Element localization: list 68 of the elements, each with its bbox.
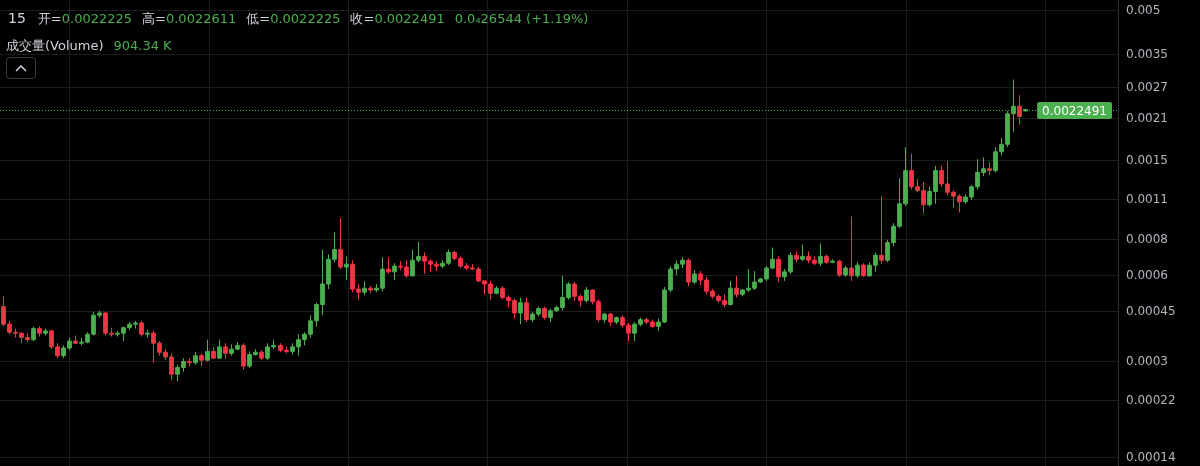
candlestick xyxy=(614,315,619,325)
candlestick xyxy=(800,244,805,262)
y-tick-label: 0.00022 xyxy=(1126,393,1176,408)
candlestick xyxy=(602,312,607,324)
candlestick xyxy=(987,161,992,176)
y-tick-label: 0.00014 xyxy=(1126,449,1176,464)
candlestick xyxy=(692,269,697,285)
candlestick xyxy=(199,352,204,367)
annotation: 开=0.0022225 xyxy=(37,11,133,26)
y-tick-label: 0.0015 xyxy=(1126,153,1168,168)
candlestick xyxy=(73,335,78,345)
candlestick xyxy=(776,255,781,283)
candlestick xyxy=(542,306,547,321)
candlestick xyxy=(608,312,613,327)
candlestick xyxy=(145,329,150,339)
annotation: 成交量(Volume) xyxy=(6,38,104,53)
candlestick xyxy=(211,346,216,360)
annotation: 收=0.0022491 xyxy=(350,11,445,26)
y-tick-label: 0.0011 xyxy=(1126,191,1168,206)
candlestick xyxy=(837,259,842,278)
y-tick-label: 0.0021 xyxy=(1126,111,1168,126)
candlestick xyxy=(31,325,36,342)
annotation: 低=0.0022225 xyxy=(246,11,341,26)
y-tick-label: 0.00045 xyxy=(1126,303,1176,318)
candlestick xyxy=(1017,94,1022,126)
candlestick xyxy=(830,258,835,264)
y-tick-label: 0.005 xyxy=(1126,2,1161,17)
candlestick xyxy=(584,286,589,304)
annotation: 高=0.0022611 xyxy=(142,11,237,26)
candlestick xyxy=(494,285,499,295)
y-tick-label: 0.0006 xyxy=(1126,267,1168,282)
candlestick xyxy=(849,215,854,282)
y-tick-label: 0.0008 xyxy=(1126,231,1168,246)
candlestick xyxy=(241,342,246,371)
candlestick xyxy=(193,351,198,366)
candlestick xyxy=(205,339,210,362)
candlestick xyxy=(259,349,264,361)
candlestick xyxy=(686,257,691,287)
candlestick xyxy=(386,256,391,275)
candlestick xyxy=(518,297,523,325)
annotation: 904.34 K xyxy=(113,38,173,53)
candlestick xyxy=(223,342,228,360)
candlestick xyxy=(879,195,884,265)
candlestick xyxy=(338,217,343,270)
candlestick xyxy=(818,243,823,267)
candlestick xyxy=(37,325,42,338)
text: 15 xyxy=(8,10,26,26)
candlestick xyxy=(524,297,529,323)
candlestick xyxy=(392,262,397,281)
y-tick-label: 0.0003 xyxy=(1126,354,1168,369)
candlestick xyxy=(43,328,48,337)
candlestick xyxy=(344,255,349,281)
candlestick xyxy=(187,357,192,367)
candlestick xyxy=(728,280,733,307)
candlestick xyxy=(855,261,860,279)
candlestick xyxy=(217,339,222,360)
y-tick-label: 0.0035 xyxy=(1126,47,1168,62)
candlestick xyxy=(139,320,144,338)
candlestick xyxy=(368,285,373,294)
candlestick xyxy=(861,262,866,278)
annotation: 0.0₄26544 (+1.19%) xyxy=(454,11,589,26)
candlestick xyxy=(794,250,799,263)
candlestick xyxy=(362,280,367,296)
candlestick xyxy=(824,253,829,265)
candlestick xyxy=(843,265,848,278)
y-tick-label: 0.0027 xyxy=(1126,79,1168,94)
ref-line-label: 0.0022491 xyxy=(1042,103,1107,118)
candlestick xyxy=(734,275,739,299)
